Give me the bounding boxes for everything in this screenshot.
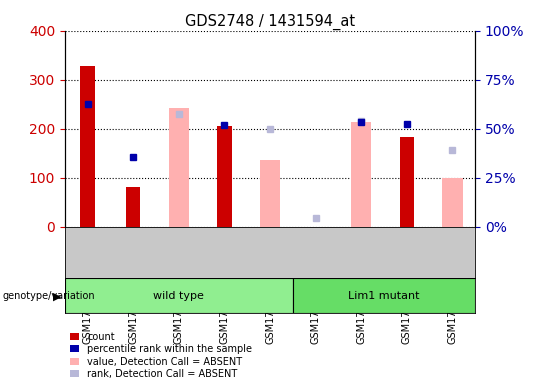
Text: GDS2748 / 1431594_at: GDS2748 / 1431594_at xyxy=(185,13,355,30)
Text: ▶: ▶ xyxy=(52,291,61,301)
Bar xyxy=(168,108,189,227)
Bar xyxy=(260,161,280,227)
Bar xyxy=(65,278,293,313)
Bar xyxy=(293,278,475,313)
Bar xyxy=(80,66,95,227)
Legend: count, percentile rank within the sample, value, Detection Call = ABSENT, rank, : count, percentile rank within the sample… xyxy=(70,332,252,379)
Text: wild type: wild type xyxy=(153,291,204,301)
Bar xyxy=(442,178,463,227)
Bar xyxy=(126,187,140,227)
Bar xyxy=(351,122,372,227)
Text: genotype/variation: genotype/variation xyxy=(3,291,96,301)
Bar xyxy=(400,137,414,227)
Text: Lim1 mutant: Lim1 mutant xyxy=(348,291,420,301)
Bar xyxy=(217,126,232,227)
